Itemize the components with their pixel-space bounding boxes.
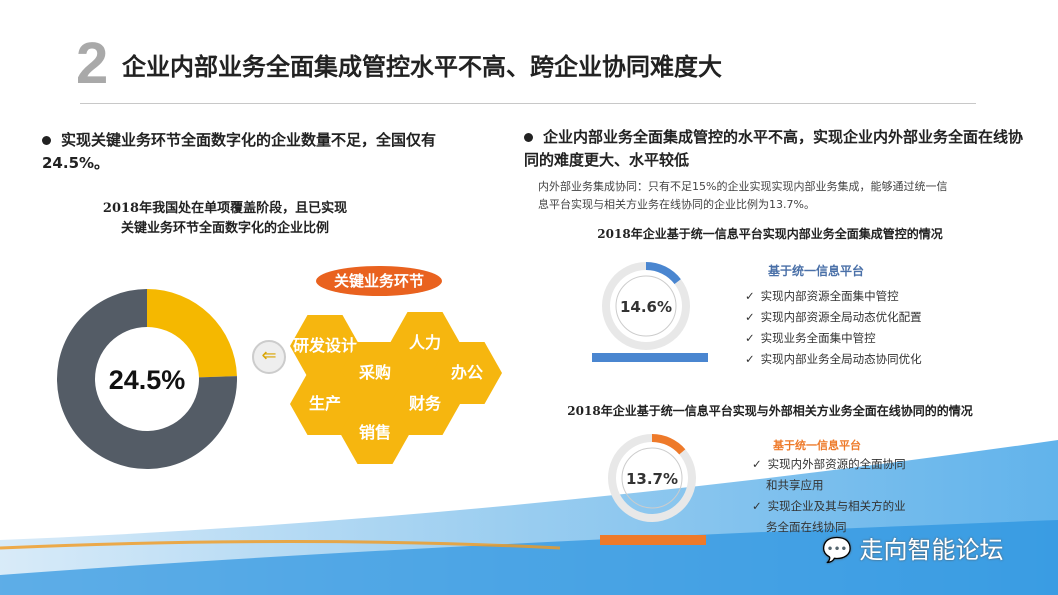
donut-chart-1: 24.5% xyxy=(57,289,237,469)
chart2-list: ✓ 实现内外部资源的全面协同 和共享应用 ✓ 实现企业及其与相关方的业 务全面在线协… xyxy=(752,454,906,538)
check-icon: ✓ xyxy=(745,310,755,324)
check-icon: ✓ xyxy=(752,457,762,471)
donut-2-label: 14.6% xyxy=(620,298,672,316)
check-icon: ✓ xyxy=(745,352,755,366)
watermark: 💬 走向智能论坛 xyxy=(822,530,1004,565)
check-icon: ✓ xyxy=(745,331,755,345)
left-chart-title-line1: 2018年我国处在单项覆盖阶段，且已实现 xyxy=(102,201,348,216)
page-title: 企业内部业务全面集成管控水平不高、跨企业协同难度大 xyxy=(122,53,722,81)
list-item: 务全面在线协同 xyxy=(766,520,847,534)
left-bullet-text: 实现关键业务环节全面数字化的企业数量不足，全国仅有24.5%。 xyxy=(42,131,437,172)
chart2-heading: 基于统一信息平台 xyxy=(773,439,861,452)
right-bullet: 企业内部业务全面集成管控的水平不高，实现企业内外部业务全面在线协同的难度更大、水… xyxy=(524,126,1024,172)
chart1-caption-bar xyxy=(592,353,708,362)
donut-3-label: 13.7% xyxy=(626,470,678,488)
check-icon: ✓ xyxy=(752,499,762,513)
bullet-dot-icon xyxy=(42,136,51,145)
chart2-title: 2018年企业基于统一信息平台实现与外部相关方业务全面在线协同的的情况 xyxy=(567,404,973,418)
divider xyxy=(80,103,976,104)
left-bullet: 实现关键业务环节全面数字化的企业数量不足，全国仅有24.5%。 xyxy=(42,129,502,175)
list-item: ✓ 实现企业及其与相关方的业 xyxy=(752,499,906,513)
donut-1-label: 24.5% xyxy=(109,365,186,395)
chart1-list: ✓ 实现内部资源全面集中管控 ✓ 实现内部资源全局动态优化配置 ✓ 实现业务全面集中管… xyxy=(745,286,922,370)
donut-slice xyxy=(147,289,237,378)
list-item: ✓ 实现内部业务全局动态协同优化 xyxy=(745,352,922,366)
watermark-text: 走向智能论坛 xyxy=(859,536,1004,564)
list-item: ✓ 实现内部资源全局动态优化配置 xyxy=(745,310,922,324)
left-chart-title-line2: 关键业务环节全面数字化的企业比例 xyxy=(120,221,329,236)
right-note: 内外部业务集成协同：只有不足15%的企业实现实现内部业务集成，能够通过统一信 息… xyxy=(538,178,1018,214)
wechat-icon: 💬 xyxy=(822,536,852,564)
section-number: 2 xyxy=(76,31,109,96)
check-icon: ✓ xyxy=(745,289,755,303)
note-line1: 内外部业务集成协同：只有不足15%的企业实现实现内部业务集成，能够通过统一信 xyxy=(538,180,948,193)
right-bullet-text: 企业内部业务全面集成管控的水平不高，实现企业内外部业务全面在线协同的难度更大、水… xyxy=(524,128,1024,169)
list-item: 和共享应用 xyxy=(766,478,824,492)
arrow-left-circle-icon: ⇐ xyxy=(252,340,286,374)
donut-slice xyxy=(652,434,686,455)
donut-chart-3: 13.7% xyxy=(608,434,696,522)
donut-slice xyxy=(57,289,237,469)
key-tag: 关键业务环节 xyxy=(316,266,442,296)
donut-chart-2: 14.6% xyxy=(602,262,690,350)
list-item: ✓ 实现业务全面集中管控 xyxy=(745,331,876,345)
chart1-heading: 基于统一信息平台 xyxy=(768,264,865,278)
chart2-caption-bar xyxy=(600,535,706,545)
chart1-title: 2018年企业基于统一信息平台实现内部业务全面集成管控的情况 xyxy=(597,227,943,241)
list-item: ✓ 实现内部资源全面集中管控 xyxy=(745,289,899,303)
list-item: ✓ 实现内外部资源的全面协同 xyxy=(752,457,906,471)
bullet-dot-icon xyxy=(524,133,533,142)
note-line2: 息平台实现与相关方业务在线协同的企业比例为13.7%。 xyxy=(538,198,815,211)
donut-slice xyxy=(646,262,681,285)
left-chart-title: 2018年我国处在单项覆盖阶段，且已实现 关键业务环节全面数字化的企业比例 xyxy=(60,199,390,239)
